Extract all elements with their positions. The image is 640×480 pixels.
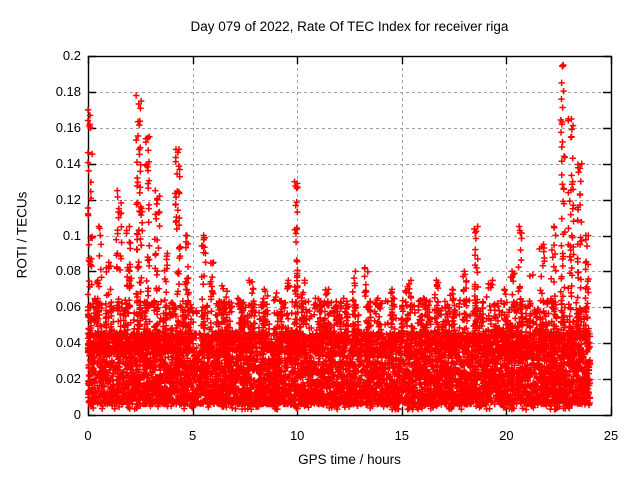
- x-tick-label: 5: [188, 428, 197, 443]
- y-tick-label: 0: [73, 407, 81, 422]
- y-tick-label: 0.1: [62, 227, 81, 243]
- y-tick-label: 0.16: [55, 119, 81, 135]
- y-tick-label: 0.14: [55, 155, 81, 171]
- y-tick-label: 0.02: [55, 371, 81, 387]
- x-tick-label: 0: [84, 428, 92, 443]
- x-tick-label: 15: [394, 428, 410, 443]
- y-tick-label: 0.06: [55, 299, 81, 315]
- chart-title: Day 079 of 2022, Rate Of TEC Index for r…: [190, 19, 509, 34]
- y-tick-label: 0.04: [55, 335, 81, 351]
- y-tick-label: 0.18: [55, 83, 81, 99]
- x-axis-label: GPS time / hours: [298, 452, 401, 467]
- y-tick-label: 0.12: [55, 191, 81, 207]
- x-tick-label: 25: [603, 428, 619, 443]
- y-tick-label: 0.08: [55, 263, 81, 279]
- x-tick-label: 10: [289, 428, 305, 443]
- x-tick-label: 20: [499, 428, 514, 443]
- y-tick-label: 0.2: [62, 48, 81, 63]
